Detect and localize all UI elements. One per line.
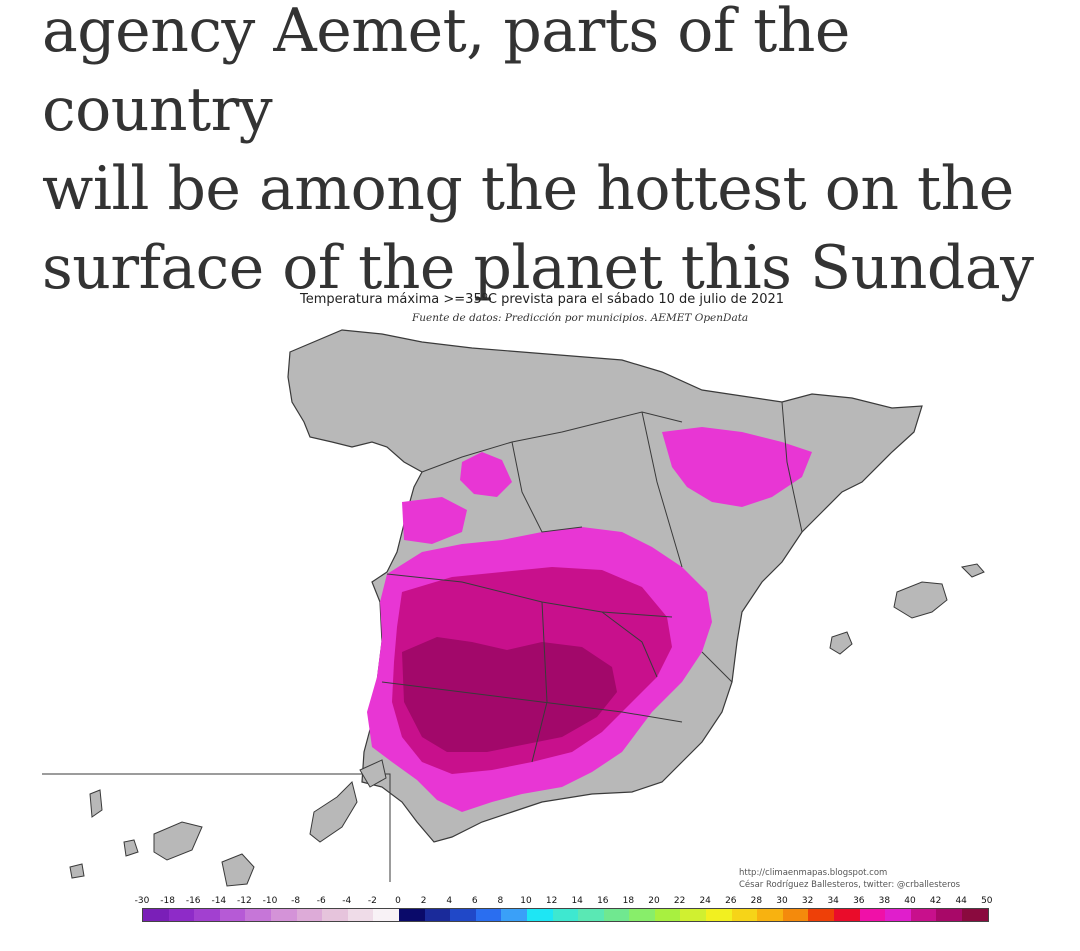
legend-swatch	[270, 909, 297, 921]
canary-inset-frame	[42, 773, 391, 882]
legend-label: 12	[545, 896, 558, 906]
canary-islands	[69, 759, 387, 887]
spain-map-graphic	[42, 329, 985, 887]
menorca-island	[960, 563, 985, 578]
legend-label: -4	[342, 896, 352, 906]
map-credit-url: http://climaenmapas.blogspot.com	[739, 868, 888, 878]
legend-label: 40	[904, 896, 916, 906]
map-source: Fuente de datos: Predicción por municipi…	[412, 312, 749, 324]
legend-swatch	[322, 909, 348, 921]
legend-label: 24	[699, 896, 711, 906]
region-borders	[381, 401, 803, 763]
heat-zone-ebro	[662, 427, 812, 507]
legend-label: 4	[446, 896, 453, 906]
headline-line-1: agency Aemet, parts of the country	[42, 0, 850, 145]
legend-swatch	[398, 909, 425, 921]
legend-label: 26	[725, 896, 737, 906]
legend-swatch	[834, 909, 860, 921]
legend-label: 34	[827, 896, 839, 906]
legend-swatch	[962, 909, 988, 921]
legend-swatch	[450, 909, 476, 921]
legend-swatch	[808, 909, 835, 921]
legend-swatch	[885, 909, 911, 921]
legend-label: 14	[571, 896, 583, 906]
legend-swatch	[731, 909, 758, 921]
legend-label: -14	[211, 896, 227, 906]
legend-label: -12	[237, 896, 252, 906]
map-credit-author: César Rodríguez Ballesteros, twitter: @c…	[739, 880, 961, 890]
legend-swatch	[501, 909, 527, 921]
legend-swatch	[219, 909, 246, 921]
legend-swatch	[373, 909, 399, 921]
legend-swatch	[143, 909, 169, 921]
legend-label: 22	[673, 896, 686, 906]
legend-label: -30	[134, 896, 150, 906]
legend-label: 28	[750, 896, 763, 906]
legend-label: 18	[622, 896, 635, 906]
legend-label: 10	[520, 896, 532, 906]
heat-zone-hottest	[402, 637, 617, 752]
legend-label: 38	[878, 896, 891, 906]
legend-label: -16	[185, 896, 201, 906]
heat-zone-west	[402, 497, 467, 544]
legend-label: 36	[853, 896, 865, 906]
legend-label: 30	[776, 896, 788, 906]
legend-label: -2	[367, 896, 377, 906]
legend-swatch	[552, 909, 579, 921]
legend-swatch	[603, 909, 630, 921]
temperature-legend-bar	[142, 908, 989, 922]
legend-label: 6	[471, 896, 478, 906]
headline-line-2: will be among the hottest on the	[42, 154, 1014, 224]
legend-swatch	[194, 909, 220, 921]
legend-label: 2	[420, 896, 427, 906]
legend-swatch	[347, 909, 374, 921]
legend-label: 8	[497, 896, 504, 906]
legend-label: -6	[316, 896, 326, 906]
mallorca-island	[893, 581, 948, 619]
legend-swatch	[654, 909, 681, 921]
legend-label: 32	[801, 896, 814, 906]
legend-swatch	[859, 909, 886, 921]
legend-swatch	[475, 909, 502, 921]
legend-label: -8	[291, 896, 301, 906]
legend-swatch	[578, 909, 604, 921]
legend-swatch	[910, 909, 937, 921]
legend-labels: -30 -18 -16 -14 -12 -10 -8 -6 -4 -2 0 2 4 6 8 10 12 14 16 1…	[135, 896, 1042, 908]
legend-swatch	[296, 909, 323, 921]
legend-label: 44	[955, 896, 967, 906]
heat-zone-duero	[460, 452, 512, 497]
ibiza-island	[829, 631, 853, 655]
legend-swatch	[629, 909, 655, 921]
legend-swatch	[168, 909, 195, 921]
legend-swatch	[526, 909, 553, 921]
legend-label: 42	[929, 896, 942, 906]
legend-swatch	[706, 909, 732, 921]
temperature-map: Temperatura máxima >=35ºC prevista para …	[42, 282, 1042, 942]
legend-swatch	[936, 909, 962, 921]
legend-label: -10	[262, 896, 278, 906]
legend-swatch	[680, 909, 707, 921]
legend-swatch	[757, 909, 783, 921]
legend-label: -18	[160, 896, 175, 906]
map-title: Temperatura máxima >=35ºC prevista para …	[299, 292, 785, 307]
legend-label: 20	[648, 896, 660, 906]
legend-swatch	[782, 909, 809, 921]
legend-label: 16	[597, 896, 609, 906]
headline-line-3: surface of the planet this Sunday	[42, 233, 1034, 303]
legend-swatch	[424, 909, 451, 921]
legend-label: 0	[395, 896, 401, 906]
article-headline: agency Aemet, parts of the country will …	[42, 0, 1052, 308]
legend-label: 50	[981, 896, 993, 906]
legend-swatch	[245, 909, 271, 921]
